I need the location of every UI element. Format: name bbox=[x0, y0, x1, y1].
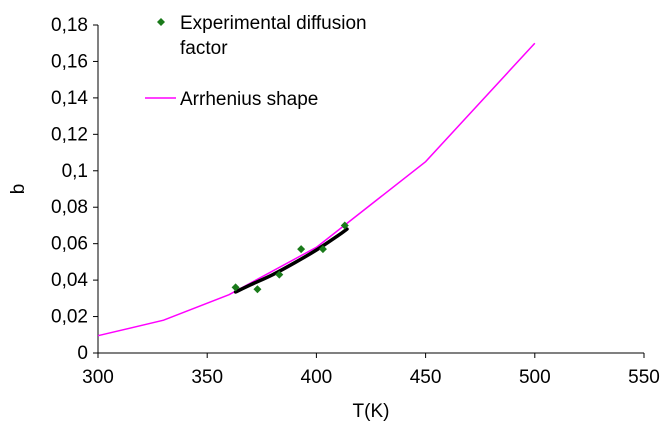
x-tick-label: 400 bbox=[301, 367, 333, 388]
experimental-point bbox=[231, 283, 240, 292]
legend-label-experimental-line2: factor bbox=[180, 38, 228, 59]
x-tick-label: 550 bbox=[628, 367, 660, 388]
experimental-point bbox=[253, 285, 262, 294]
x-tick-label: 450 bbox=[410, 367, 442, 388]
x-axis-title: T(K) bbox=[353, 401, 390, 422]
experimental-point bbox=[297, 245, 306, 254]
fit-curve bbox=[233, 227, 349, 294]
experimental-point bbox=[275, 270, 284, 279]
x-tick-label: 500 bbox=[519, 367, 551, 388]
y-tick-label: 0,08 bbox=[51, 197, 88, 218]
legend-label-arrhenius: Arrhenius shape bbox=[180, 89, 318, 110]
y-tick-label: 0,1 bbox=[62, 161, 88, 182]
axes bbox=[97, 25, 644, 354]
experimental-point bbox=[340, 221, 349, 230]
y-tick-label: 0,14 bbox=[51, 88, 88, 109]
experimental-point bbox=[318, 245, 327, 254]
series-layer bbox=[97, 42, 536, 337]
legend-diamond-marker bbox=[157, 18, 165, 26]
arrhenius-line bbox=[97, 42, 536, 337]
y-tick-label: 0,04 bbox=[51, 270, 88, 291]
y-tick-label: 0,18 bbox=[51, 15, 88, 36]
y-tick-label: 0,06 bbox=[51, 234, 88, 255]
y-tick-label: 0,02 bbox=[51, 307, 88, 328]
y-tick-label: 0,16 bbox=[51, 51, 88, 72]
legend-label-experimental-line1: Experimental diffusion bbox=[180, 13, 367, 34]
x-tick-label: 350 bbox=[191, 367, 223, 388]
y-tick-label: 0 bbox=[77, 343, 88, 364]
y-tick-label: 0,12 bbox=[51, 124, 88, 145]
ticks: 0 0,02 0,04 0,06 0,08 0,1 0,12 0,14 0,16 0,18 300 3… bbox=[51, 15, 660, 388]
legend: Experimental diffusion factor Arrhenius … bbox=[145, 13, 367, 110]
y-axis-title: b bbox=[8, 184, 29, 195]
x-tick-label: 300 bbox=[82, 367, 114, 388]
